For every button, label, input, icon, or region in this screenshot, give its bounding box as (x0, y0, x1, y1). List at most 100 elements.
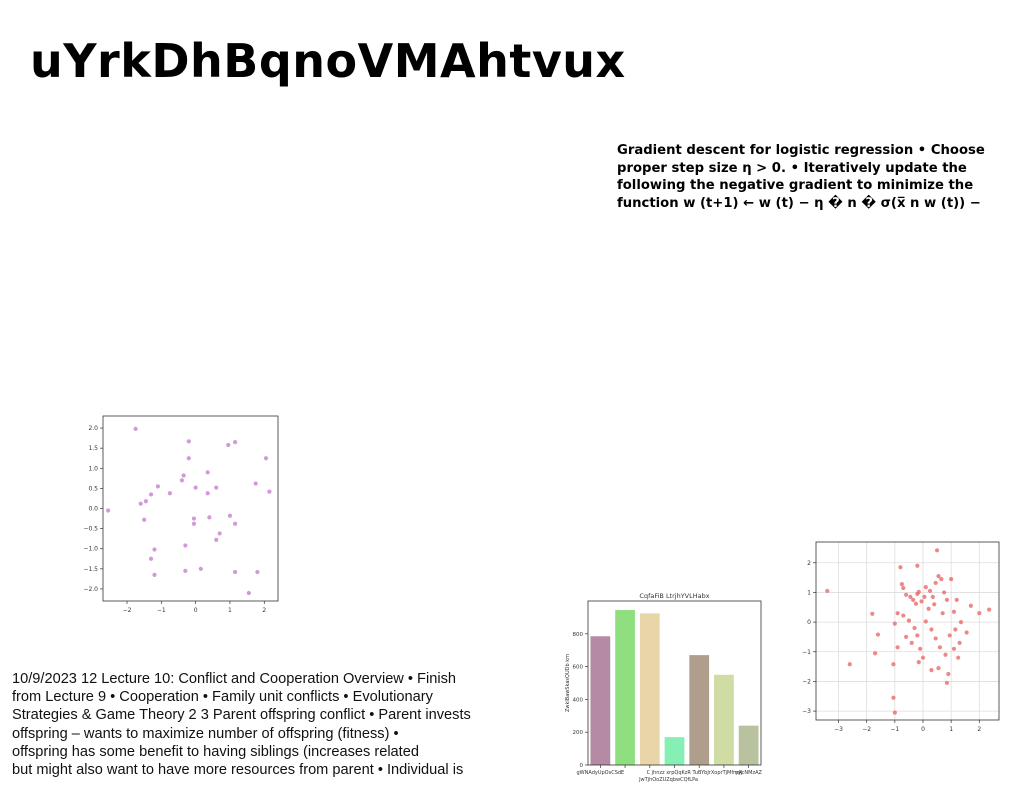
y-axis-label: ZwklBawSkasQUDb km (565, 654, 571, 712)
scatter-point (892, 710, 897, 715)
slide-title: uYrkDhBqnoVMAhtvux (30, 34, 626, 88)
scatter-point (913, 601, 919, 606)
scatter-point (929, 668, 934, 673)
bar (689, 655, 710, 765)
bar (714, 674, 734, 765)
scatter-point (922, 594, 927, 599)
x-tick-label: −2 (862, 726, 871, 733)
scatter-point (899, 582, 904, 587)
chart-title: CqfaFiB LtrjhYVLHabx (639, 592, 709, 600)
scatter-point (152, 547, 157, 552)
x-tick-label: 1 (228, 607, 232, 614)
scatter-point (927, 588, 933, 594)
scatter-point (901, 613, 906, 618)
scatter-point (263, 456, 269, 461)
y-tick-label: 0 (807, 619, 811, 626)
bar-chart: CqfaFiB LtrjhYVLHabx ZwklBawSkasQUDb km 0 2… (565, 592, 762, 783)
scatter-point (918, 646, 923, 651)
scatter-point (152, 572, 157, 577)
scatter-point (214, 537, 219, 542)
scatter-plot-purple: −2 −1 0 1 2 2.0 1.5 1.0 0.5 0.0 −0.5 −1.0 −1.5 −2.0 (83, 415, 279, 614)
x-tick-label: 2 (262, 607, 266, 614)
x-tick-label: −1 (157, 607, 166, 614)
scatter-point (227, 513, 233, 518)
scatter-point (186, 456, 191, 461)
scatter-point (186, 439, 191, 444)
scatter-point (133, 426, 138, 431)
scatter-point (954, 597, 959, 602)
scatter-point (155, 484, 161, 489)
scatter-point (911, 597, 916, 602)
bar (664, 737, 685, 765)
scatter-point (906, 618, 912, 623)
scatter-point (255, 569, 260, 575)
scatter-point (892, 621, 897, 626)
scatter-point (933, 580, 938, 586)
scatter-point (143, 499, 148, 504)
lecture-text-line: offspring has some benefit to having sib… (12, 743, 419, 760)
scatter-point (934, 548, 940, 553)
scatter-point (183, 543, 188, 548)
scatter-point (933, 636, 938, 641)
scatter-point (106, 508, 111, 513)
scatter-point (936, 665, 941, 671)
scatter-point (179, 478, 185, 483)
scatter-point (205, 491, 210, 496)
plot-frame (587, 600, 762, 766)
scatter-point (873, 651, 878, 656)
scatter-point (233, 569, 238, 575)
scatter-point (167, 491, 173, 496)
scatter-point (915, 563, 920, 568)
scatter-point (138, 501, 143, 506)
gradient-text-line: proper step size η > 0. • Iteratively up… (617, 160, 967, 176)
y-tick-label: 1 (807, 589, 811, 596)
x-tick-label: gWNAdyUpOsCSdE (577, 770, 625, 776)
scatter-point (930, 594, 935, 599)
x-tick-label: 1 (949, 726, 953, 733)
x-tick-label: 0 (194, 607, 198, 614)
scatter-point (936, 574, 941, 579)
scatter-point (940, 611, 945, 616)
scatter-point (909, 640, 914, 645)
scatter-point (198, 566, 203, 571)
lecture-text-line: from Lecture 9 • Cooperation • Family un… (12, 689, 433, 706)
scatter-point (908, 594, 913, 599)
scatter-point (916, 589, 921, 594)
gradient-text-line: function w (t+1) ← w (t) − η � n � σ(x̅ … (617, 195, 981, 211)
y-tick-label: 0.0 (88, 506, 98, 513)
scatter-point (891, 662, 896, 667)
lecture-text-line: 10/9/2023 12 Lecture 10: Conflict and Co… (12, 671, 456, 687)
scatter-point (944, 597, 950, 602)
plot-frame (102, 415, 279, 602)
scatter-point (920, 655, 926, 660)
y-tick-label: 600 (573, 665, 584, 671)
scatter-point (949, 576, 954, 582)
scatter-point (191, 521, 197, 526)
scatter-point (898, 565, 903, 570)
scatter-point (895, 611, 900, 616)
scatter-point (987, 607, 992, 612)
lecture-text-line: Strategies & Game Theory 2 3 Parent offs… (12, 707, 471, 724)
y-tick-label: 0.5 (88, 485, 98, 492)
scatter-point (233, 440, 238, 445)
scatter-point (825, 588, 830, 594)
y-tick-label: −0.5 (83, 526, 98, 533)
scatter-point (964, 630, 969, 635)
y-tick-label: 2 (807, 560, 811, 567)
scatter-point (148, 556, 154, 561)
lecture-text-line: offspring – wants to maximize number of … (12, 725, 399, 742)
scatter-point (267, 489, 272, 494)
plot-frame (815, 541, 1000, 721)
scatter-point (932, 602, 937, 607)
scatter-point (943, 652, 948, 657)
scatter-point (977, 611, 982, 616)
scatter-point (226, 442, 231, 448)
scatter-point (953, 627, 958, 632)
scatter-point (926, 606, 931, 611)
scatter-point (183, 568, 188, 573)
y-tick-label: 0 (580, 763, 584, 769)
scatter-point (181, 473, 186, 478)
scatter-point (951, 609, 957, 614)
scatter-point (951, 646, 957, 651)
y-tick-label: 400 (573, 697, 584, 703)
